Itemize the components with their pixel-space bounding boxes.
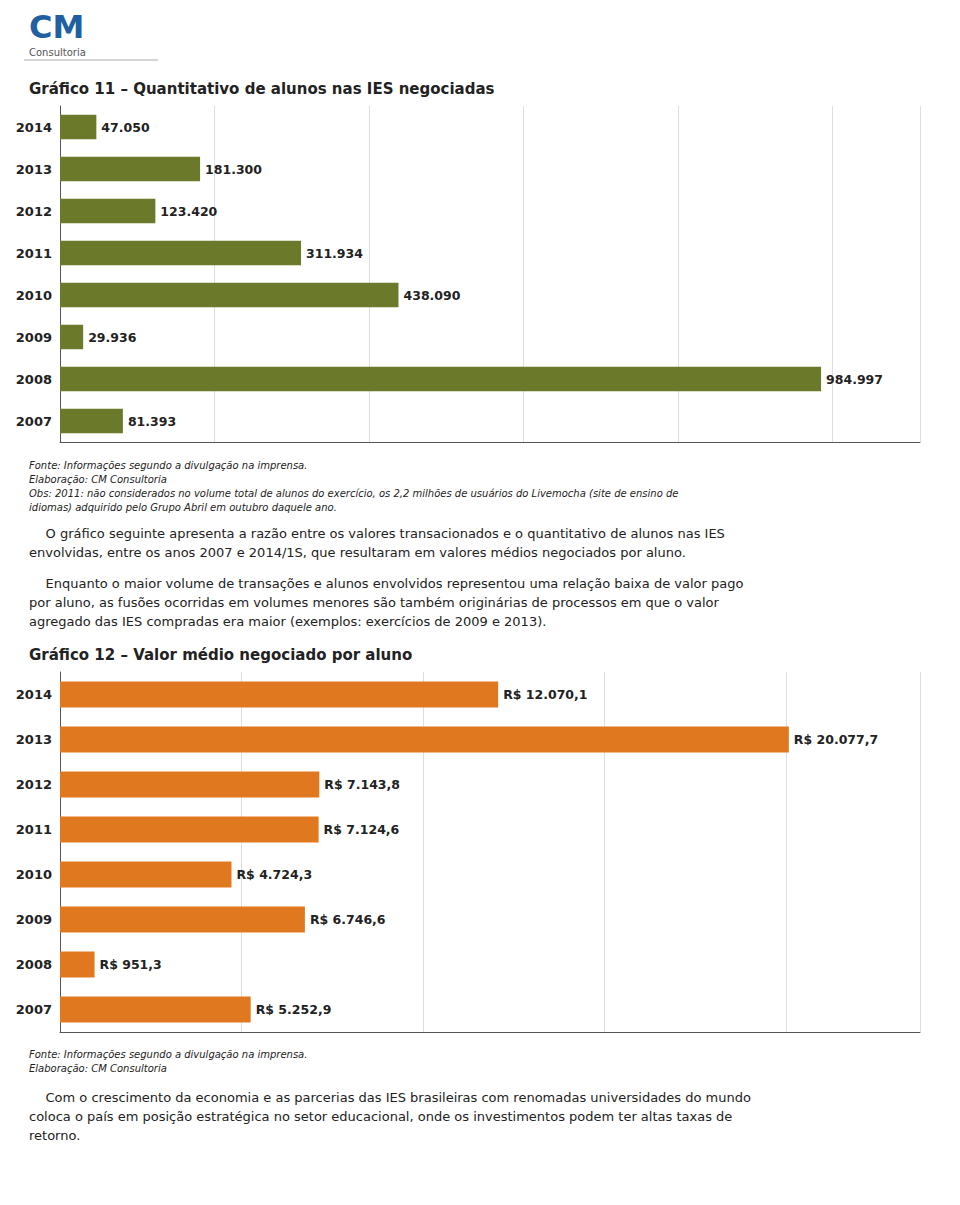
svg-text:2011: 2011 <box>16 246 52 261</box>
svg-text:R$ 951,3: R$ 951,3 <box>100 957 162 972</box>
svg-text:R$ 20.077,7: R$ 20.077,7 <box>794 732 878 747</box>
svg-text:438.090: 438.090 <box>403 288 460 303</box>
svg-text:CM: CM <box>29 8 84 46</box>
svg-text:O gráfico seguinte apresenta a: O gráfico seguinte apresenta a razão ent… <box>29 526 725 541</box>
svg-text:Obs: 2011: não considerados no: Obs: 2011: não considerados no volume to… <box>29 488 678 499</box>
svg-text:R$ 7.124,6: R$ 7.124,6 <box>324 822 400 837</box>
svg-text:2014: 2014 <box>16 687 52 702</box>
svg-text:Enquanto o maior volume de tra: Enquanto o maior volume de transações e … <box>29 576 743 591</box>
svg-text:retorno.: retorno. <box>29 1128 80 1143</box>
svg-text:2012: 2012 <box>16 204 52 219</box>
svg-text:181.300: 181.300 <box>205 162 262 177</box>
svg-text:coloca o país em posição estra: coloca o país em posição estratégica no … <box>29 1109 732 1124</box>
svg-text:Elaboração: CM Consultoria: Elaboração: CM Consultoria <box>29 1063 167 1074</box>
svg-text:2008: 2008 <box>16 957 52 972</box>
svg-text:2008: 2008 <box>16 372 52 387</box>
svg-text:R$ 6.746,6: R$ 6.746,6 <box>310 912 386 927</box>
svg-text:2011: 2011 <box>16 822 52 837</box>
svg-text:Fonte: Informações segundo a d: Fonte: Informações segundo a divulgação … <box>29 1049 307 1060</box>
svg-text:47.050: 47.050 <box>101 120 150 135</box>
svg-text:81.393: 81.393 <box>128 414 176 429</box>
svg-text:2013: 2013 <box>16 732 52 747</box>
svg-text:R$ 7.143,8: R$ 7.143,8 <box>324 777 400 792</box>
svg-text:envolvidas, entre os anos 2007: envolvidas, entre os anos 2007 e 2014/1S… <box>29 545 686 560</box>
svg-text:Consultoria: Consultoria <box>29 47 86 58</box>
svg-text:2013: 2013 <box>16 162 52 177</box>
svg-text:29.936: 29.936 <box>88 330 137 345</box>
svg-text:R$ 12.070,1: R$ 12.070,1 <box>503 687 587 702</box>
svg-text:2007: 2007 <box>16 1002 52 1017</box>
svg-text:Gráfico 11 – Quantitativo de a: Gráfico 11 – Quantitativo de alunos nas … <box>29 80 495 98</box>
svg-text:123.420: 123.420 <box>160 204 217 219</box>
svg-text:R$ 5.252,9: R$ 5.252,9 <box>256 1002 332 1017</box>
svg-text:idiomas) adquirido pelo Grupo: idiomas) adquirido pelo Grupo Abril em o… <box>29 502 337 513</box>
svg-text:2010: 2010 <box>16 288 52 303</box>
svg-text:2014: 2014 <box>16 120 52 135</box>
svg-text:por aluno, as fusões ocorridas: por aluno, as fusões ocorridas em volume… <box>29 595 720 610</box>
svg-text:agregado das IES compradas era: agregado das IES compradas era maior (ex… <box>29 614 546 629</box>
svg-text:Com o crescimento da economia: Com o crescimento da economia e as parce… <box>29 1090 751 1105</box>
svg-text:311.934: 311.934 <box>306 246 363 261</box>
svg-text:R$ 4.724,3: R$ 4.724,3 <box>236 867 312 882</box>
svg-text:2009: 2009 <box>16 912 52 927</box>
svg-text:2007: 2007 <box>16 414 52 429</box>
svg-text:Gráfico 12 – Valor médio negoc: Gráfico 12 – Valor médio negociado por a… <box>29 646 412 664</box>
svg-text:2010: 2010 <box>16 867 52 882</box>
svg-text:Elaboração: CM Consultoria: Elaboração: CM Consultoria <box>29 474 167 485</box>
svg-text:2009: 2009 <box>16 330 52 345</box>
svg-text:984.997: 984.997 <box>826 372 883 387</box>
svg-text:2012: 2012 <box>16 777 52 792</box>
svg-text:Fonte: Informações segundo a d: Fonte: Informações segundo a divulgação … <box>29 460 307 471</box>
